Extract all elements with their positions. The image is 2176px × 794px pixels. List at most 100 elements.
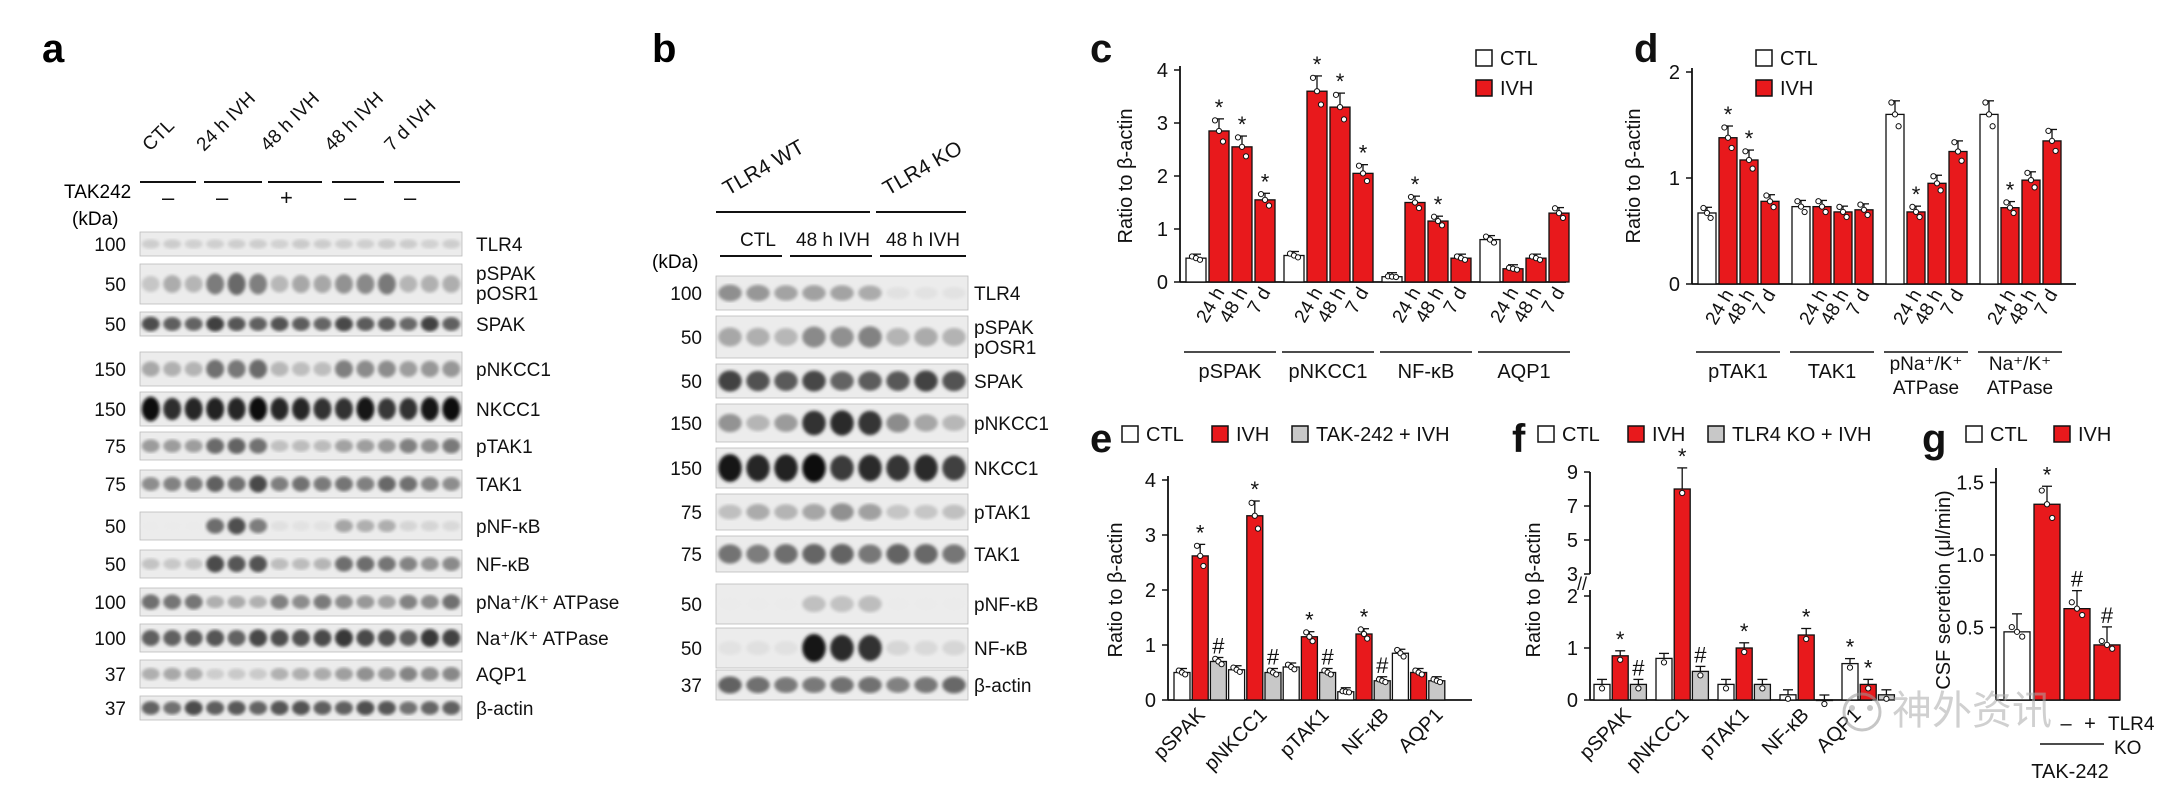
blot-band (399, 397, 418, 421)
x-tick-label: TLR4 (2108, 714, 2155, 735)
legend-swatch (1537, 425, 1555, 443)
data-point (1722, 685, 1730, 692)
blot-band (163, 476, 182, 492)
blot-band (291, 239, 311, 249)
data-point (1865, 685, 1872, 692)
blot-strip (715, 447, 969, 489)
y-tick-label: 1 (1157, 219, 1168, 241)
significance-hash: # (1376, 653, 1389, 678)
data-point (2031, 184, 2038, 191)
blot-band (377, 398, 396, 420)
significance-hash: # (1694, 642, 1707, 667)
blot-band (746, 544, 770, 564)
blot-band (399, 666, 418, 682)
blot-band (270, 397, 289, 421)
data-point (2109, 645, 2116, 652)
blot-band (830, 503, 854, 521)
blot-strip (715, 363, 969, 399)
blot-band (746, 640, 770, 656)
y-tick-label: 1.5 (1956, 473, 1984, 495)
blot-band (141, 239, 160, 249)
data-point (1982, 99, 1989, 106)
y-tick-label: 0 (1567, 690, 1578, 712)
blot-band (420, 595, 439, 609)
blot-band (718, 676, 742, 694)
blot-band (942, 455, 966, 481)
blot-band (163, 275, 182, 293)
blot-band (184, 239, 203, 249)
blot-band (334, 595, 353, 609)
blot-band (399, 520, 418, 532)
legend-swatch (1121, 425, 1139, 443)
y-tick-label: 1.0 (1956, 545, 1984, 567)
bar (1264, 671, 1282, 701)
blot-band (420, 476, 439, 492)
data-point (1749, 165, 1756, 172)
blot-band (227, 316, 246, 332)
data-point (1218, 661, 1225, 668)
blot-band (914, 414, 938, 432)
blot-band (141, 439, 160, 453)
y-tick-label: 4 (1145, 470, 1156, 492)
x-tick-label: pTAK1 (1276, 704, 1334, 762)
data-point (1818, 203, 1826, 210)
data-point (2024, 169, 2031, 176)
blot-band (163, 397, 182, 421)
data-point (1697, 672, 1704, 679)
blot-band (858, 503, 882, 521)
panel-a-treatment-marks: – – + – – (162, 185, 417, 210)
blot-band (270, 239, 289, 249)
blot-band (858, 635, 882, 661)
blot-band (291, 274, 311, 294)
blot-band (420, 316, 439, 332)
treatment-mark: + (280, 185, 293, 210)
bar (1191, 555, 1209, 701)
blot-band (227, 668, 246, 680)
data-point (1436, 678, 1444, 686)
bar (1282, 666, 1300, 701)
x-tick-label: pNKCC1 (1200, 704, 1271, 775)
blot-band (886, 677, 910, 693)
group-label: NF-κB (1398, 361, 1455, 383)
data-point (1461, 256, 1469, 263)
blot-band (377, 476, 396, 492)
chart-e: e 0 1 2 3 4 Ratio to β-actin CTL IVH TAK-242 + IV… (1090, 417, 1472, 775)
data-point (1400, 653, 1407, 660)
data-point (1822, 208, 1829, 216)
blot-band (249, 629, 268, 647)
data-point (1728, 144, 1735, 152)
blot-band (206, 701, 225, 715)
bar (1227, 669, 1246, 701)
blot-band (270, 629, 289, 647)
y-tick-label: 5 (1567, 530, 1578, 552)
blot-band (141, 477, 160, 491)
data-point (1846, 664, 1854, 671)
blot-label: β-actin (974, 676, 1031, 697)
data-point (1363, 177, 1371, 185)
kda-marker: 100 (94, 235, 126, 256)
blot-label: TLR4 (476, 235, 523, 256)
blot-band (399, 317, 418, 331)
bar (2021, 179, 2041, 285)
blot-band (163, 558, 182, 570)
blot-band (291, 476, 311, 492)
bar (1791, 205, 1811, 285)
blot-band (334, 360, 353, 378)
data-point (1763, 192, 1770, 199)
bar (2000, 207, 2020, 285)
blot-band (227, 476, 246, 492)
significance-star: * (1740, 619, 1749, 644)
group-header: TLR4 KO (879, 137, 966, 201)
blot-band (356, 360, 375, 378)
kda-marker: 100 (670, 284, 702, 305)
blot-band (377, 519, 396, 533)
blot-band (746, 414, 770, 432)
blot-band (227, 397, 246, 421)
legend-swatch (1965, 425, 1983, 443)
blot-band (377, 667, 396, 681)
data-point (1257, 190, 1265, 198)
blot-band (886, 455, 910, 481)
blot-band (184, 594, 203, 610)
group-header: TLR4 WT (719, 135, 808, 200)
